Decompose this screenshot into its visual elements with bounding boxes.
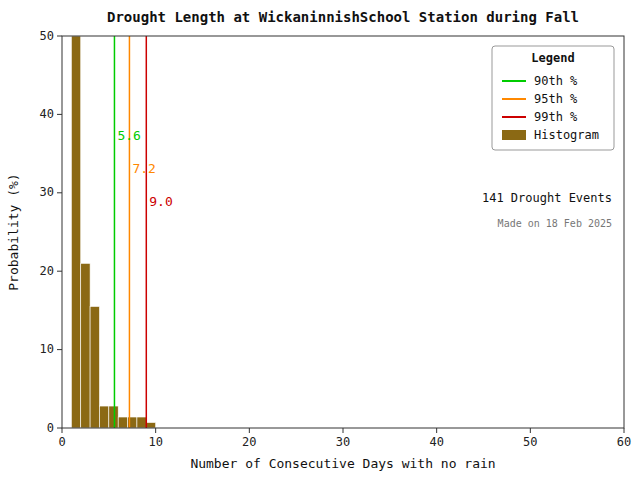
y-tick [57,114,62,115]
y-tick-label: 20 [40,264,54,278]
y-tick [57,428,62,429]
background [0,0,640,480]
plot-frame [62,36,624,428]
chart-title: Drought Length at WickaninnishSchool Sta… [107,9,579,25]
x-tick [155,428,156,433]
annotation: 141 Drought Events [482,191,612,205]
y-axis-label: Probability (%) [6,173,21,290]
x-tick [343,428,344,433]
x-tick-label: 50 [523,435,537,449]
histogram-bar [137,417,146,428]
x-tick-label: 60 [617,435,631,449]
chart: 5.6 7.2 9.0 0 10 20 30 40 50 60 0 10 20 30 40 50 Drought… [0,0,640,480]
x-axis-label: Number of Consecutive Days with no rain [190,456,495,471]
histogram-bar [90,306,99,428]
legend-label: 90th % [534,74,578,88]
y-tick [57,36,62,37]
y-tick [57,349,62,350]
percentile-label: 7.2 [132,161,155,176]
vline-labels: 5.6 7.2 9.0 [117,128,172,210]
percentile-line [114,36,116,428]
y-tick-label: 30 [40,185,54,199]
x-tick-label: 40 [429,435,443,449]
legend-label: 95th % [534,92,578,106]
histogram-bar [99,406,108,428]
legend-swatch [502,116,526,118]
histogram-bar [109,406,118,428]
legend: Legend 90th % 95th % 99th % Histogram [492,46,614,150]
y-tick [57,192,62,193]
plot-marks [71,36,155,428]
legend-swatch [502,98,526,100]
legend-label: Histogram [534,128,599,142]
x-tick [62,428,63,433]
percentile-label: 5.6 [117,128,140,143]
legend-label: 99th % [534,110,578,124]
percentile-line [146,36,148,428]
histogram-bar [118,417,127,428]
histogram-bar [81,263,90,428]
y-tick-label: 10 [40,342,54,356]
x-tick-label: 10 [148,435,162,449]
x-tick [624,428,625,433]
x-tick [530,428,531,433]
x-tick-label: 30 [336,435,350,449]
x-tick-label: 20 [242,435,256,449]
legend-swatch [502,130,526,140]
y-tick-label: 50 [40,29,54,43]
y-axis: 0 10 20 30 40 50 [40,29,62,435]
y-tick [57,271,62,272]
annotation: Made on 18 Feb 2025 [498,218,612,229]
legend-title: Legend [531,51,574,65]
legend-box [492,46,614,150]
x-tick-label: 0 [58,435,65,449]
x-tick [249,428,250,433]
annotations: 141 Drought Events Made on 18 Feb 2025 [482,191,612,230]
histogram-bar [71,36,80,428]
x-tick [436,428,437,433]
x-axis: 0 10 20 30 40 50 60 [58,428,631,449]
y-tick-label: 0 [47,421,54,435]
y-tick-label: 40 [40,107,54,121]
percentile-line [129,36,131,428]
legend-swatch [502,80,526,82]
histogram-bar [146,423,155,428]
percentile-label: 9.0 [149,194,172,209]
